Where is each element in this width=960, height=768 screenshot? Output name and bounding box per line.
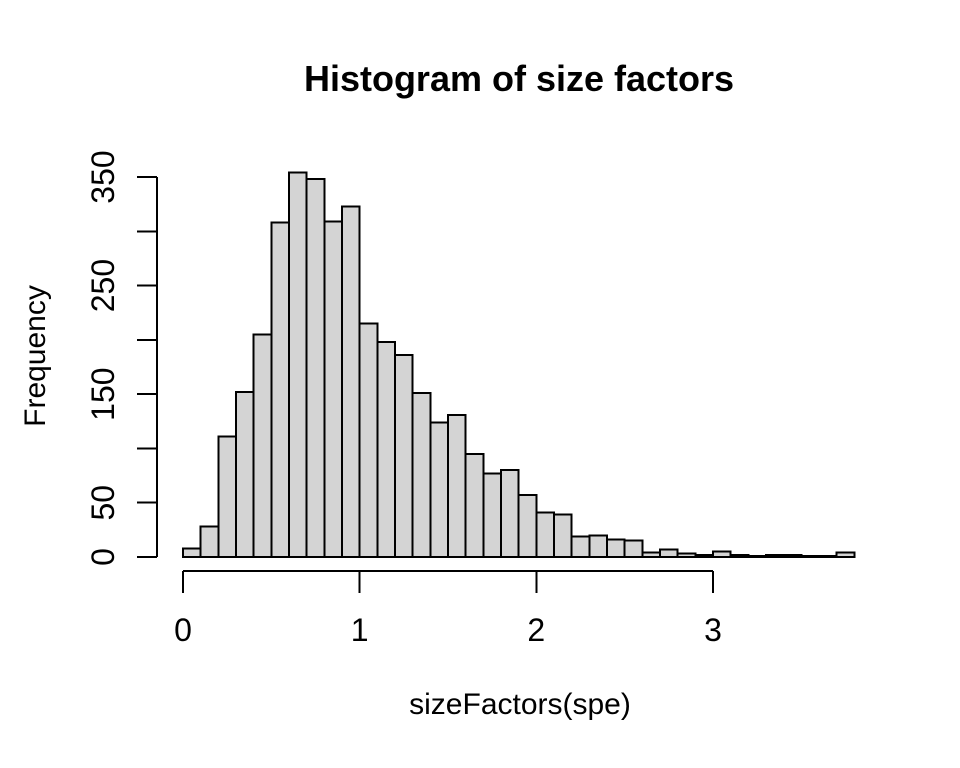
y-tick-label: 250 <box>85 259 121 312</box>
histogram-bar <box>464 452 485 558</box>
y-tick-label: 0 <box>85 548 121 566</box>
histogram-bar <box>500 469 520 559</box>
histogram-bar <box>535 511 555 558</box>
y-axis-label: Frequency <box>19 285 52 427</box>
histogram-bar <box>358 322 379 558</box>
histogram-bar <box>800 554 820 559</box>
histogram-bar <box>288 171 308 558</box>
y-tick-label: 150 <box>85 367 121 420</box>
histogram-bar <box>429 421 449 558</box>
histogram-bar <box>447 413 467 558</box>
histogram-bar <box>694 553 714 558</box>
x-tick-label: 3 <box>704 612 722 648</box>
histogram-bar <box>411 392 432 558</box>
histogram-bar <box>553 513 573 559</box>
histogram-bar <box>676 552 697 559</box>
histogram-bar <box>782 553 803 558</box>
histogram-bar <box>517 494 538 559</box>
histogram-bar <box>199 525 220 558</box>
y-tick-label: 350 <box>85 150 121 203</box>
x-tick-label: 0 <box>174 612 192 648</box>
histogram-bar <box>252 333 273 558</box>
histogram-bar <box>588 534 608 558</box>
histogram-bar <box>835 551 856 559</box>
histogram-bar <box>729 553 750 558</box>
x-tick-label: 1 <box>351 612 369 648</box>
histogram-bar <box>323 220 343 558</box>
histogram-bar <box>217 435 238 558</box>
histogram-bar <box>376 341 396 558</box>
histogram-bar <box>712 550 732 558</box>
histogram-bar <box>394 354 414 558</box>
histogram-bar <box>659 548 679 559</box>
histogram-bar <box>818 554 838 559</box>
chart-title: Histogram of size factors <box>303 58 735 99</box>
histogram-bar <box>182 547 202 558</box>
histogram-bar <box>235 391 255 558</box>
x-axis-label: sizeFactors(spe) <box>409 688 631 721</box>
histogram-bar <box>482 472 502 558</box>
histogram-bar <box>570 535 591 559</box>
histogram-bar <box>606 538 626 558</box>
y-tick-label: 50 <box>85 485 121 521</box>
histogram-bar <box>623 539 644 559</box>
histogram-bar <box>641 551 661 559</box>
histogram-bar <box>341 205 361 559</box>
histogram-bar <box>305 178 326 558</box>
histogram-bar <box>270 221 290 558</box>
x-tick-label: 2 <box>527 612 545 648</box>
histogram-bar <box>747 554 767 559</box>
histogram-bar <box>765 553 785 558</box>
